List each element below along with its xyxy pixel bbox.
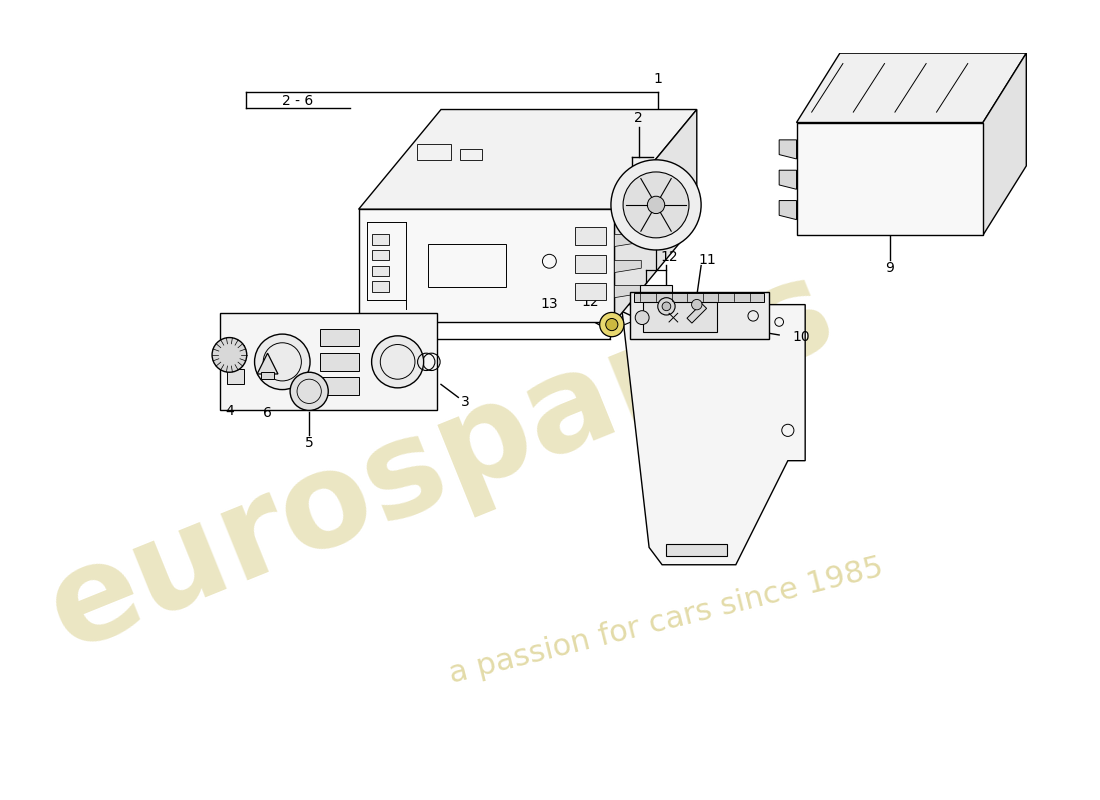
Text: 6: 6 bbox=[263, 406, 272, 420]
Polygon shape bbox=[779, 170, 796, 190]
Text: 12: 12 bbox=[660, 250, 678, 264]
Bar bbox=[372, 250, 389, 260]
Bar bbox=[227, 369, 244, 384]
Text: 10: 10 bbox=[792, 330, 810, 344]
Polygon shape bbox=[615, 110, 696, 322]
Circle shape bbox=[212, 338, 246, 372]
Bar bbox=[320, 329, 359, 346]
Polygon shape bbox=[359, 110, 696, 210]
Polygon shape bbox=[615, 286, 641, 298]
Bar bbox=[644, 302, 717, 332]
Text: 11: 11 bbox=[698, 253, 716, 266]
Polygon shape bbox=[688, 303, 706, 323]
Text: 1: 1 bbox=[653, 72, 662, 86]
Circle shape bbox=[662, 302, 671, 310]
Circle shape bbox=[658, 298, 675, 315]
Bar bbox=[320, 353, 359, 370]
Bar bbox=[261, 372, 275, 379]
Polygon shape bbox=[983, 53, 1026, 235]
Bar bbox=[630, 292, 769, 339]
Circle shape bbox=[606, 318, 618, 330]
Polygon shape bbox=[615, 208, 641, 221]
Bar bbox=[575, 227, 606, 245]
Polygon shape bbox=[796, 53, 1026, 122]
Circle shape bbox=[600, 313, 624, 337]
Polygon shape bbox=[257, 353, 278, 374]
Text: 5: 5 bbox=[305, 436, 314, 450]
Circle shape bbox=[254, 334, 310, 390]
Polygon shape bbox=[615, 260, 641, 273]
Bar bbox=[575, 255, 606, 273]
Bar bbox=[417, 144, 451, 160]
Polygon shape bbox=[359, 210, 615, 322]
Text: 2 - 6: 2 - 6 bbox=[283, 94, 313, 108]
Bar bbox=[428, 244, 506, 287]
Bar bbox=[667, 544, 727, 556]
Text: 13: 13 bbox=[540, 297, 558, 310]
Polygon shape bbox=[621, 305, 805, 565]
Bar bbox=[372, 234, 389, 245]
Text: 9: 9 bbox=[886, 261, 894, 275]
Bar bbox=[575, 283, 606, 300]
Text: 12: 12 bbox=[581, 295, 598, 309]
Circle shape bbox=[372, 336, 424, 388]
Circle shape bbox=[692, 299, 702, 310]
Bar bbox=[635, 294, 764, 302]
Bar bbox=[640, 285, 672, 300]
Circle shape bbox=[623, 172, 689, 238]
Circle shape bbox=[290, 372, 328, 410]
Bar bbox=[460, 150, 482, 160]
Text: eurospares: eurospares bbox=[31, 246, 851, 676]
Polygon shape bbox=[615, 234, 641, 246]
Bar bbox=[372, 266, 389, 276]
Text: a passion for cars since 1985: a passion for cars since 1985 bbox=[447, 553, 887, 689]
Text: 2: 2 bbox=[635, 111, 643, 125]
Circle shape bbox=[610, 160, 701, 250]
Polygon shape bbox=[220, 314, 437, 410]
Circle shape bbox=[648, 196, 664, 214]
Text: 3: 3 bbox=[461, 394, 470, 409]
Circle shape bbox=[635, 310, 649, 325]
Polygon shape bbox=[796, 122, 983, 235]
Text: 4: 4 bbox=[226, 404, 234, 418]
Polygon shape bbox=[779, 201, 796, 220]
Bar bbox=[227, 345, 244, 360]
Polygon shape bbox=[779, 140, 796, 159]
Bar bbox=[372, 282, 389, 292]
Bar bbox=[320, 378, 359, 394]
